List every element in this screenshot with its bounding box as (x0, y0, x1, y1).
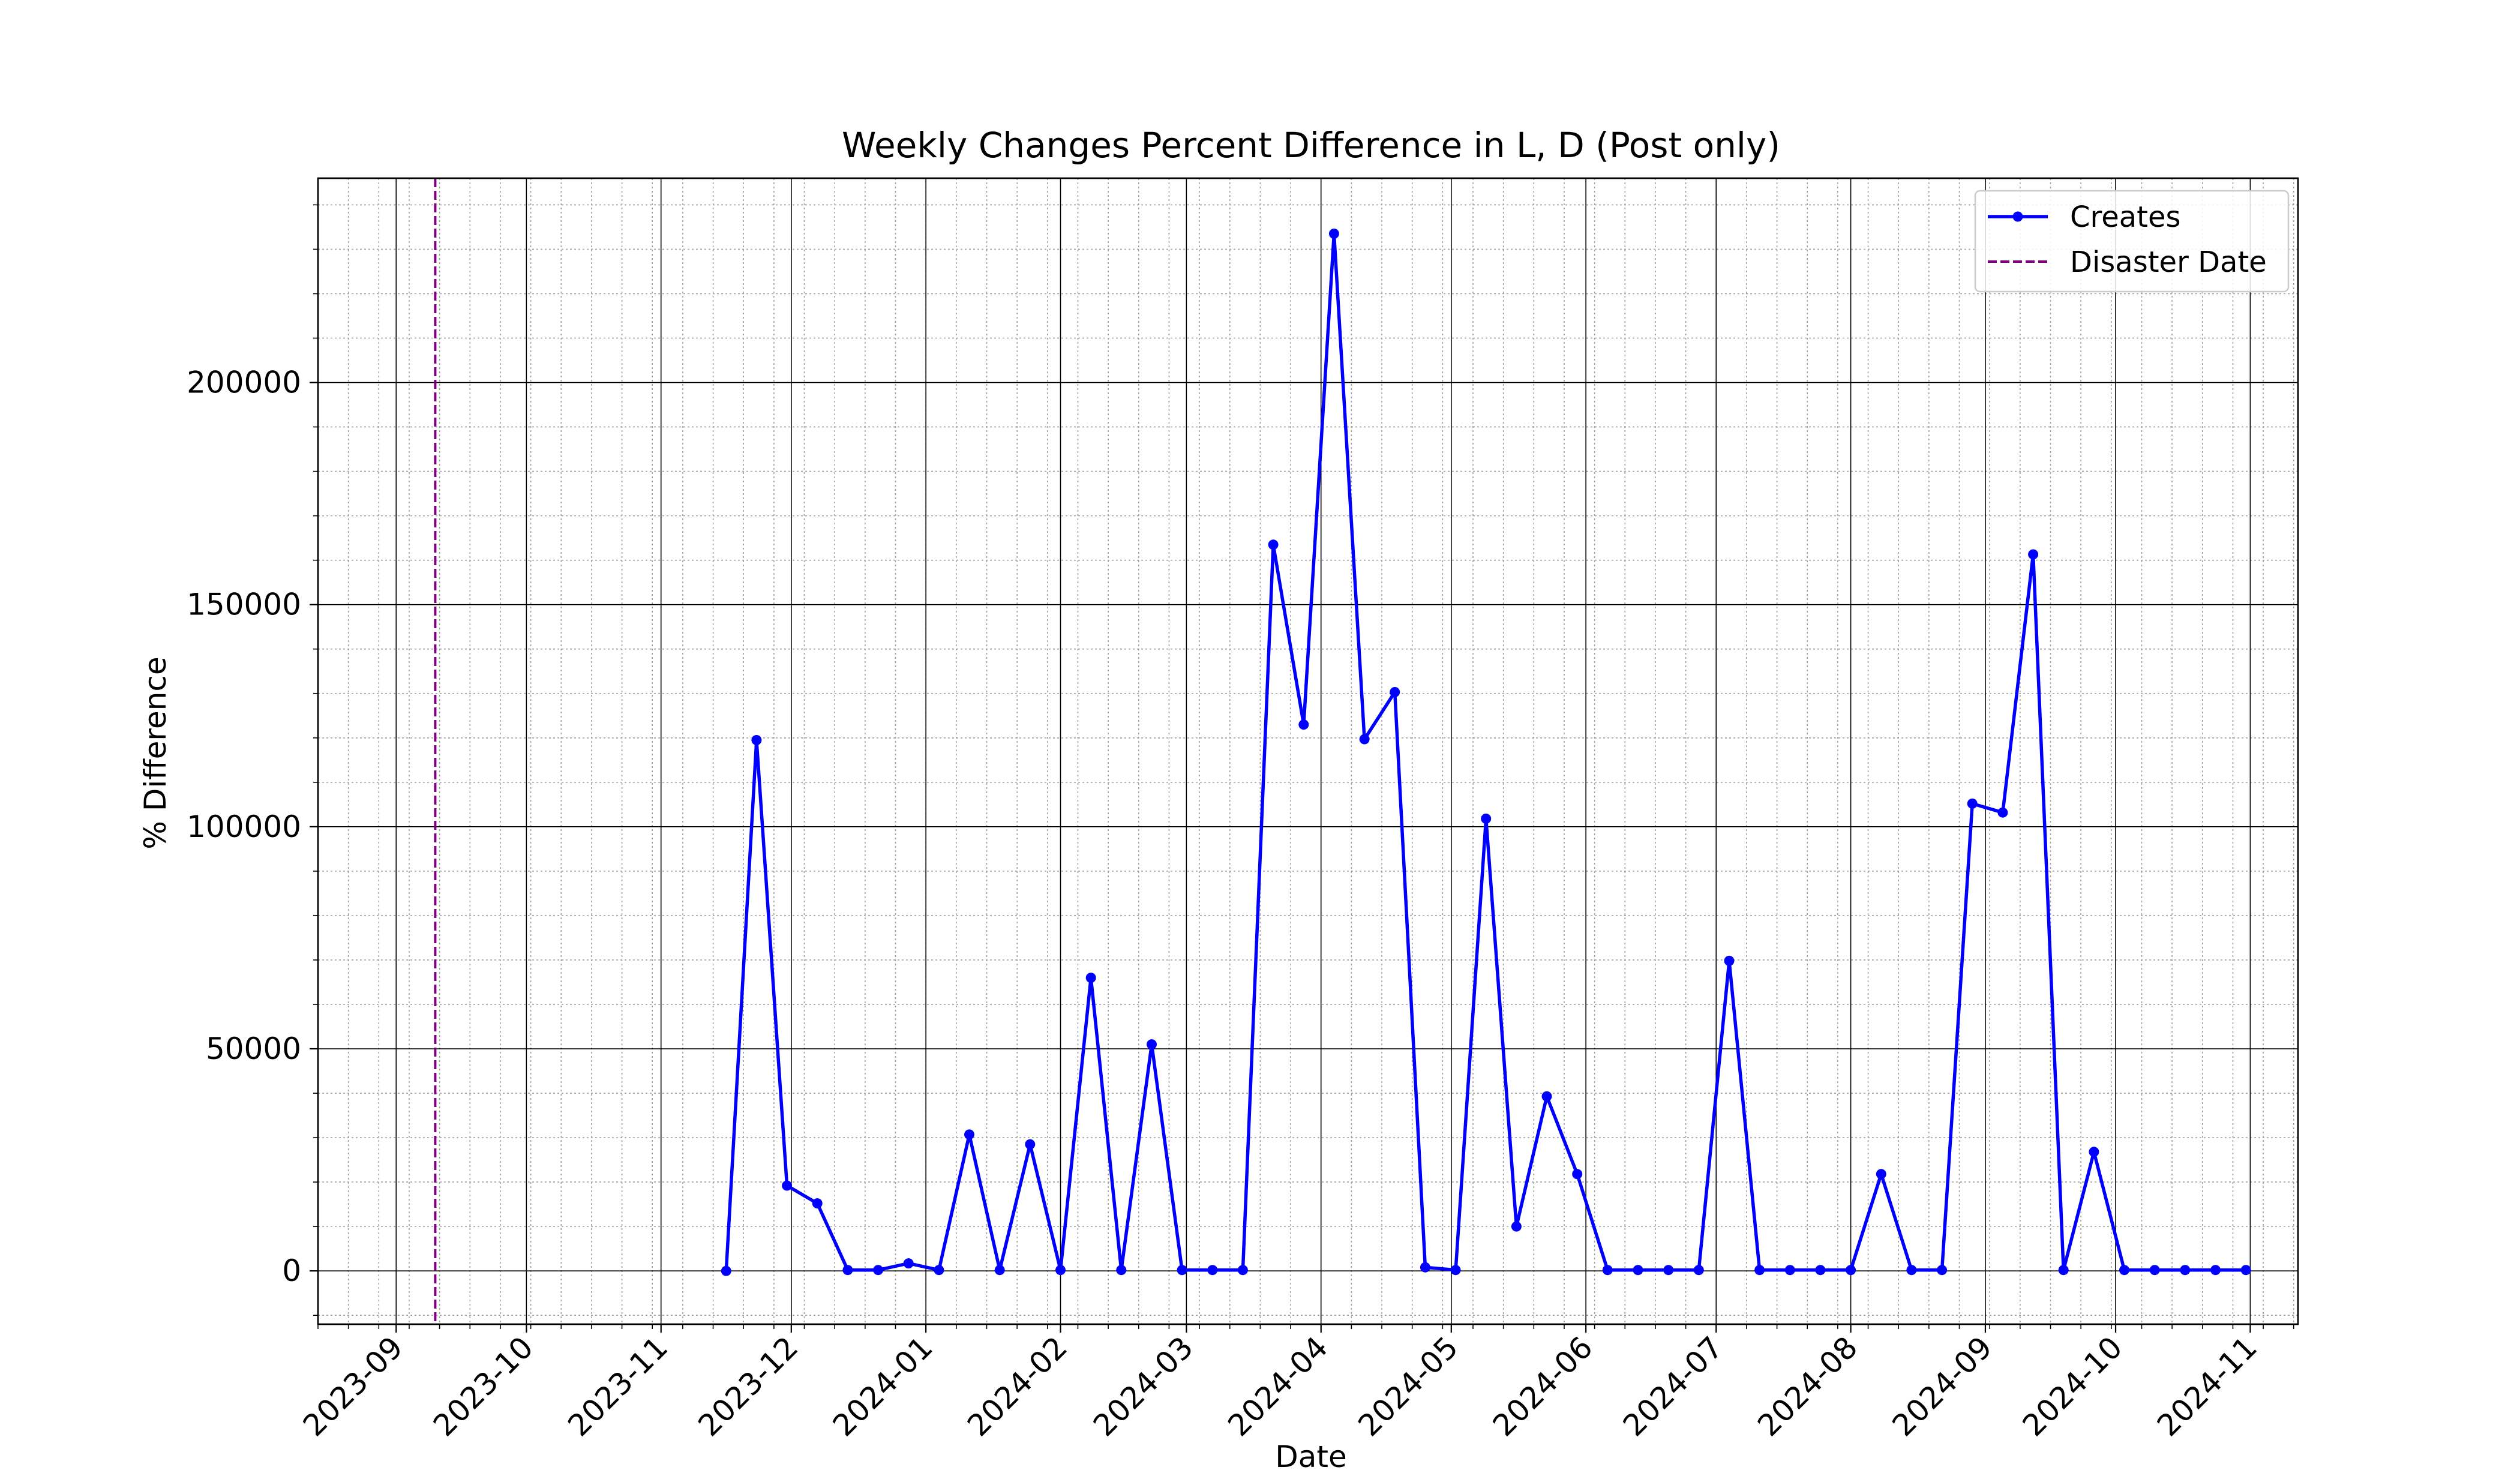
data-point-creates (2240, 1265, 2251, 1276)
data-point-creates (1784, 1265, 1795, 1276)
y-axis-label: % Difference (138, 656, 173, 849)
data-point-creates (2089, 1147, 2099, 1157)
data-point-creates (1298, 719, 1309, 730)
x-axis-label: Date (1275, 1439, 1347, 1470)
legend-disaster-label: Disaster Date (2070, 245, 2267, 279)
y-tick-label: 50000 (206, 1031, 301, 1066)
data-point-creates (2028, 549, 2039, 560)
data-point-creates (1754, 1265, 1765, 1276)
y-tick-label: 100000 (187, 809, 301, 844)
data-point-creates (1116, 1265, 1127, 1276)
data-point-creates (1147, 1039, 1157, 1050)
legend: Creates Disaster Date (1974, 190, 2290, 293)
data-point-creates (1420, 1262, 1430, 1273)
data-point-creates (1967, 798, 1978, 809)
data-point-creates (934, 1265, 944, 1276)
minor-grid (317, 178, 2298, 1324)
y-tick-label: 150000 (187, 587, 301, 622)
data-point-creates (1328, 229, 1339, 239)
data-point-creates (1025, 1139, 1036, 1150)
data-point-creates (1268, 539, 1279, 550)
data-point-creates (1359, 734, 1370, 745)
data-point-creates (1846, 1265, 1856, 1276)
y-tick-label: 200000 (187, 365, 301, 400)
data-point-creates (1937, 1265, 1948, 1276)
data-point-creates (721, 1265, 731, 1276)
data-point-creates (2149, 1265, 2160, 1276)
data-point-creates (1085, 973, 1096, 983)
data-point-creates (1693, 1265, 1704, 1276)
data-point-creates (1390, 687, 1400, 697)
axes-frame (317, 177, 2299, 1325)
data-point-creates (2058, 1265, 2069, 1276)
axis-ticks (310, 204, 2294, 1333)
y-tick-label: 0 (282, 1253, 301, 1288)
major-grid (318, 178, 2298, 1324)
data-point-creates (2119, 1265, 2129, 1276)
data-point-creates (2210, 1265, 2221, 1276)
data-point-creates (782, 1180, 793, 1191)
data-point-creates (1511, 1221, 1522, 1232)
data-point-creates (1177, 1265, 1187, 1276)
data-point-creates (1602, 1265, 1613, 1276)
data-point-creates (1055, 1265, 1066, 1276)
y-tick-labels: 0 50000 100000 150000 200000 (187, 365, 301, 1289)
series-layer (721, 229, 2251, 1276)
data-point-creates (1481, 814, 1492, 824)
data-point-creates (1724, 955, 1735, 966)
data-point-creates (903, 1258, 914, 1269)
data-point-creates (964, 1129, 974, 1140)
data-point-creates (1572, 1169, 1583, 1180)
legend-creates-marker (2012, 211, 2023, 222)
data-point-creates (1633, 1265, 1643, 1276)
chart-title: Weekly Changes Percent Difference in L, … (842, 125, 1780, 166)
data-point-creates (812, 1198, 823, 1209)
data-point-creates (751, 735, 762, 745)
data-point-creates (873, 1265, 884, 1276)
data-point-creates (1450, 1265, 1461, 1276)
data-point-creates (1997, 807, 2008, 818)
data-point-creates (1876, 1169, 1886, 1180)
data-point-creates (1815, 1265, 1826, 1276)
data-point-creates (1663, 1265, 1674, 1276)
data-point-creates (1541, 1091, 1552, 1102)
data-point-creates (2180, 1265, 2191, 1276)
legend-creates-label: Creates (2070, 200, 2181, 234)
data-point-creates (994, 1265, 1005, 1276)
legend-box (1974, 190, 2290, 293)
data-point-creates (1237, 1265, 1248, 1276)
data-point-creates (842, 1265, 853, 1276)
data-point-creates (1207, 1265, 1218, 1276)
data-point-creates (1906, 1265, 1917, 1276)
